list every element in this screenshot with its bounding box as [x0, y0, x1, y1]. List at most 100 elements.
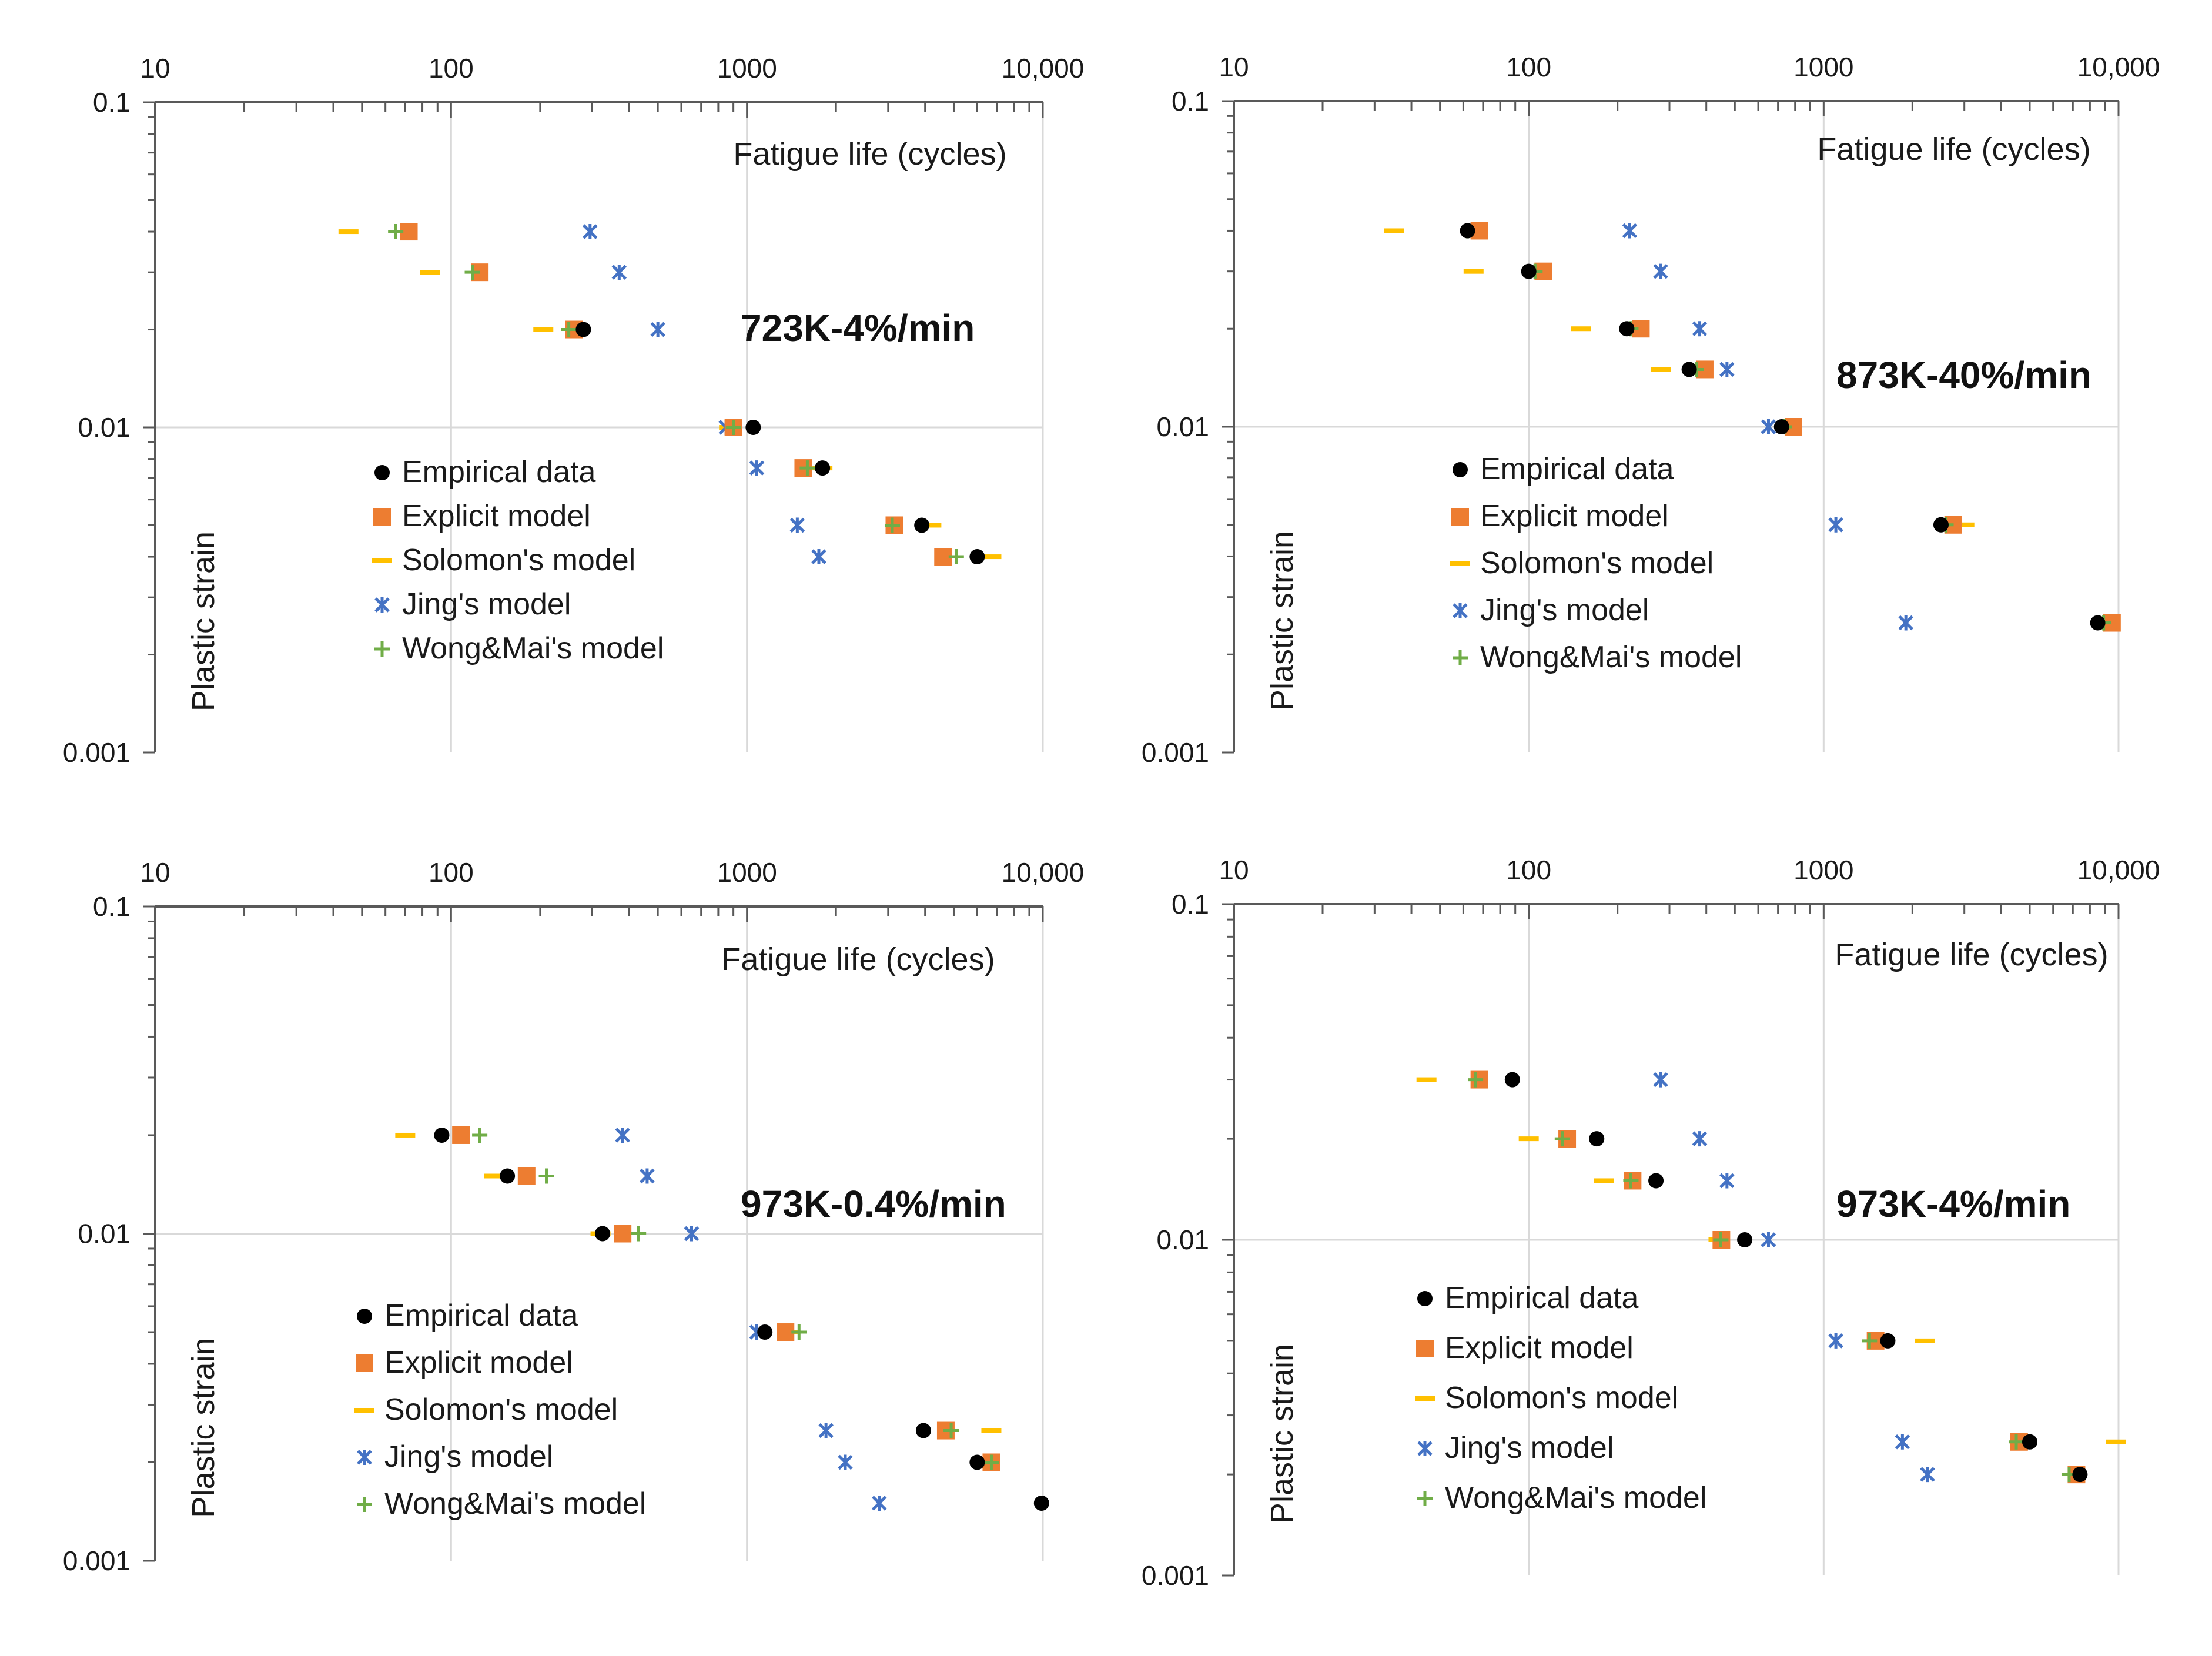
data-point-empirical-data	[2090, 615, 2106, 631]
data-point-jing-s-model	[1622, 223, 1638, 239]
legend-marker-solomon-s-model	[1450, 561, 1470, 566]
data-point-solomon-s-model	[484, 1173, 504, 1179]
chart-annotation-title: 973K-0.4%/min	[741, 1183, 1006, 1225]
legend: Empirical data Explicit model Solomon's mo…	[1415, 1281, 1706, 1515]
data-point-empirical-data	[2022, 1434, 2037, 1450]
series-wong-mai-s-model	[388, 224, 964, 565]
data-point-explicit-model	[777, 1323, 795, 1341]
y-axis-title: Plastic strain	[1264, 1344, 1300, 1524]
data-point-explicit-model	[452, 1126, 470, 1144]
series-empirical-data	[1460, 223, 2106, 631]
x-tick-label: 10,000	[1002, 857, 1085, 888]
legend-label: Empirical data	[402, 455, 596, 489]
data-point-jing-s-model	[615, 1127, 630, 1143]
data-point-solomon-s-model	[1915, 1338, 1935, 1343]
y-tick-label: 0.001	[1142, 1560, 1209, 1591]
data-point-solomon-s-model	[1518, 1136, 1539, 1142]
data-point-empirical-data	[434, 1127, 450, 1143]
data-point-jing-s-model	[1653, 263, 1668, 279]
data-point-jing-s-model	[1692, 1131, 1708, 1147]
legend-marker-jing-s-model	[1417, 1441, 1433, 1456]
data-point-empirical-data	[757, 1324, 773, 1340]
data-point-solomon-s-model	[1954, 522, 1975, 527]
x-tick-label: 10	[1219, 52, 1249, 82]
data-point-empirical-data	[594, 1226, 610, 1242]
x-tick-label: 100	[429, 53, 474, 83]
data-point-jing-s-model	[1692, 321, 1708, 337]
data-point-empirical-data	[1773, 419, 1789, 434]
data-point-jing-s-model	[1828, 1333, 1843, 1349]
legend: Empirical data Explicit model Solomon's mo…	[372, 455, 664, 665]
data-point-empirical-data	[1681, 362, 1697, 377]
data-point-wong-mai-s-model	[948, 549, 964, 565]
data-point-wong-mai-s-model	[884, 517, 900, 533]
data-point-wong-mai-s-model	[1554, 1131, 1570, 1147]
legend-label: Explicit model	[1480, 499, 1669, 533]
data-point-empirical-data	[1589, 1131, 1605, 1147]
legend-label: Wong&Mai's model	[1480, 640, 1742, 674]
x-axis-title: Fatigue life (cycles)	[1817, 132, 2090, 167]
data-point-solomon-s-model	[1571, 326, 1591, 332]
data-point-solomon-s-model	[338, 229, 359, 235]
legend-marker-solomon-s-model	[354, 1408, 374, 1413]
data-point-empirical-data	[575, 322, 591, 337]
data-point-wong-mai-s-model	[1862, 1333, 1878, 1349]
chart-panel-873k: 10 100 1000 10,000 0.1 0.01 0.001 Fatigue life …	[1113, 24, 2191, 814]
x-tick-label: 10	[1219, 855, 1249, 885]
data-point-jing-s-model	[818, 1423, 834, 1438]
legend-label: Explicit model	[1445, 1331, 1634, 1365]
series-jing-s-model	[1653, 1072, 1935, 1483]
chart-svg: 10 100 1000 10,000 0.1 0.01 0.001 Fatigue life …	[63, 53, 1084, 768]
data-point-empirical-data	[500, 1168, 516, 1184]
y-tick-label: 0.1	[1172, 86, 1209, 116]
legend-label: Solomon's model	[1480, 546, 1714, 580]
x-tick-label: 1000	[1793, 52, 1853, 82]
data-point-empirical-data	[969, 549, 985, 565]
legend: Empirical data Explicit model Solomon's mo…	[354, 1299, 646, 1521]
data-point-wong-mai-s-model	[2009, 1434, 2024, 1450]
data-point-empirical-data	[1521, 263, 1537, 279]
series-empirical-data	[434, 1127, 1049, 1511]
data-point-wong-mai-s-model	[791, 1324, 807, 1340]
data-point-wong-mai-s-model	[538, 1168, 554, 1184]
data-point-wong-mai-s-model	[799, 460, 815, 476]
legend-marker-jing-s-model	[1453, 603, 1468, 618]
legend-label: Jing's model	[384, 1440, 553, 1474]
x-axis-title: Fatigue life (cycles)	[733, 136, 1006, 172]
y-axis-title: Plastic strain	[1264, 531, 1300, 711]
y-tick-label: 0.001	[63, 737, 130, 768]
data-point-solomon-s-model	[1463, 269, 1484, 274]
y-axis-title: Plastic strain	[186, 1337, 221, 1517]
data-point-wong-mai-s-model	[1713, 1232, 1729, 1247]
legend-label: Jing's model	[1445, 1431, 1614, 1465]
data-point-jing-s-model	[811, 549, 826, 565]
data-point-solomon-s-model	[2106, 1439, 2126, 1444]
data-point-jing-s-model	[1761, 1232, 1776, 1247]
x-tick-label: 10,000	[2077, 52, 2160, 82]
legend-marker-empirical-data	[1417, 1291, 1433, 1306]
chart-annotation-title: 873K-40%/min	[1836, 354, 2091, 396]
data-point-jing-s-model	[1895, 1434, 1910, 1450]
data-point-jing-s-model	[1653, 1072, 1668, 1088]
series-empirical-data	[1504, 1072, 2088, 1483]
series-jing-s-model	[1622, 223, 1913, 631]
x-tick-label: 10	[140, 857, 170, 888]
x-tick-label: 1000	[717, 857, 777, 888]
legend-label: Jing's model	[1480, 593, 1649, 627]
legend-marker-explicit-model	[1451, 508, 1469, 526]
x-tick-label: 10	[140, 53, 170, 83]
data-point-wong-mai-s-model	[983, 1454, 999, 1470]
data-point-jing-s-model	[684, 1226, 700, 1242]
x-tick-label: 1000	[717, 53, 777, 83]
data-point-wong-mai-s-model	[1468, 1072, 1484, 1088]
data-point-wong-mai-s-model	[1623, 1173, 1639, 1189]
data-point-empirical-data	[1504, 1072, 1520, 1088]
data-point-solomon-s-model	[420, 270, 440, 275]
data-point-empirical-data	[1933, 517, 1949, 533]
legend-marker-solomon-s-model	[1415, 1396, 1435, 1401]
x-tick-label: 1000	[1793, 855, 1853, 885]
chart-panel-973k-4: 10 100 1000 10,000 0.1 0.01 0.001 Fatigue life …	[1113, 829, 2191, 1634]
data-point-empirical-data	[1737, 1232, 1753, 1247]
data-point-jing-s-model	[749, 460, 765, 476]
